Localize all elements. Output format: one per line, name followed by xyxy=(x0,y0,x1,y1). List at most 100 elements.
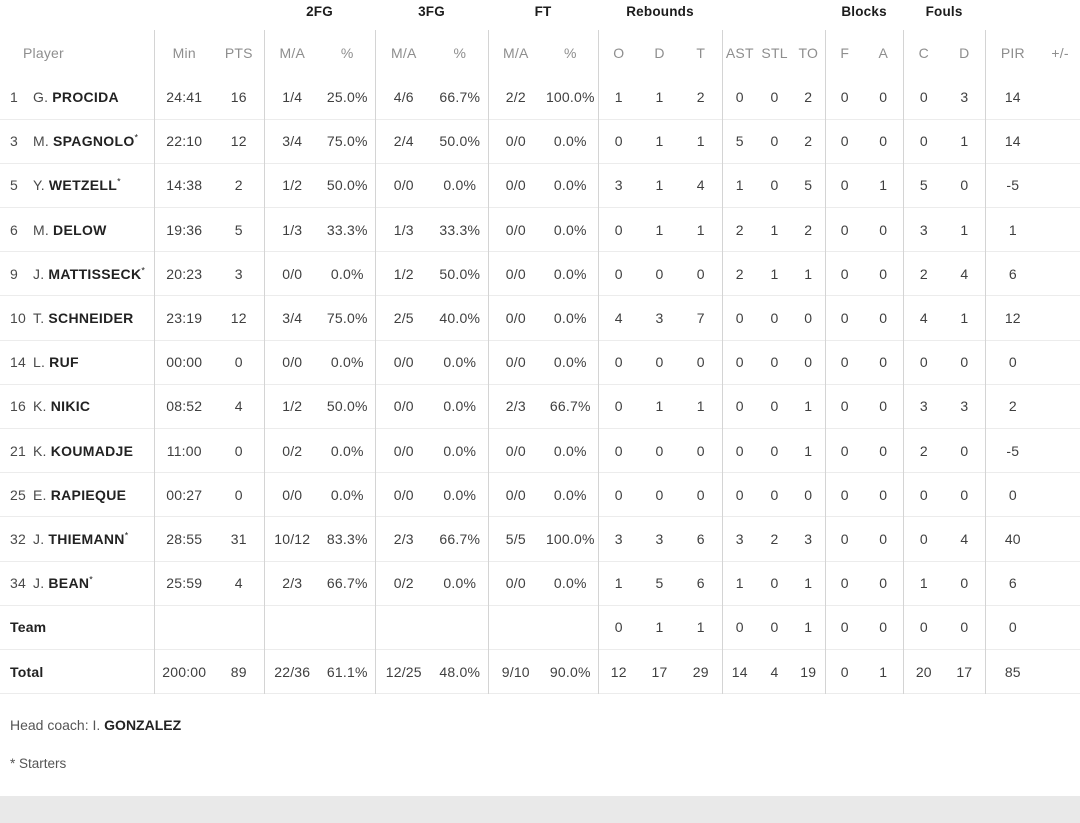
stat-cell: 0/0 xyxy=(393,177,414,194)
stat-cell: 19 xyxy=(792,649,826,694)
col-header-stl-13: STL xyxy=(761,44,788,61)
player-name[interactable]: BEAN xyxy=(48,575,90,592)
stat-cell: 14 xyxy=(1004,133,1021,150)
player-initial: J. xyxy=(33,530,45,547)
player-initial: E. xyxy=(33,486,47,503)
stat-cell: 0 xyxy=(919,619,928,636)
stat-cell: 5 xyxy=(919,177,928,194)
player-row: 21 K. KOUMADJE 11:00 0 0/2 0.0% 0/0 0.0% 0/0 0.0%… xyxy=(0,428,1080,473)
stat-cell: 5 xyxy=(214,207,265,252)
stat-cell xyxy=(1040,561,1080,605)
player-name[interactable]: RAPIEQUE xyxy=(50,486,127,503)
stat-cell: 1 xyxy=(944,207,986,252)
player-name[interactable]: RUF xyxy=(49,354,79,371)
stat-cell: 0 xyxy=(614,398,623,415)
stat-cell: 23:19 xyxy=(166,310,203,327)
stat-cell: 12 xyxy=(214,119,265,164)
stat-cell: 0.0% xyxy=(543,340,599,385)
stat-cell: 66.7% xyxy=(432,516,489,562)
stat-cell: 6 xyxy=(1008,575,1017,592)
stat-cell: 50.0% xyxy=(320,384,376,429)
jersey-number: 16 xyxy=(10,398,26,415)
stat-cell: 2 xyxy=(1008,398,1017,415)
stat-cell: 48.0% xyxy=(432,649,489,694)
total-row: Total 200:00 89 22/36 61.1% 12/25 48.0% 9/10 90.… xyxy=(0,649,1080,694)
stat-cell: 1 xyxy=(655,177,664,194)
stat-cell: 1 xyxy=(655,221,664,238)
col-header-player-0: Player xyxy=(0,30,155,75)
stat-cell: 22:10 xyxy=(166,133,203,150)
stat-cell xyxy=(1040,605,1080,649)
stat-cell: 1 xyxy=(792,384,826,429)
stat-cell: 5 xyxy=(655,575,664,592)
stat-cell: 0 xyxy=(614,265,623,282)
stat-cell: 1/4 xyxy=(282,88,303,105)
stat-cell: 0 xyxy=(944,472,986,517)
player-cell: 21 K. KOUMADJE xyxy=(0,428,155,473)
stat-cell: 0.0% xyxy=(320,340,376,385)
stat-cell: 0 xyxy=(680,472,723,517)
stat-cell: 0/2 xyxy=(393,575,414,592)
stat-cell: 1 xyxy=(770,221,779,238)
player-name[interactable]: KOUMADJE xyxy=(50,442,134,459)
stat-cell: 0 xyxy=(614,486,623,503)
stat-cell: 0/0 xyxy=(282,265,303,282)
stat-cell xyxy=(1040,75,1080,119)
stat-cell: 0 xyxy=(770,575,779,592)
stat-cell: 0 xyxy=(614,619,623,636)
stat-cell: 0 xyxy=(614,133,623,150)
group-header-spacer xyxy=(985,0,1080,30)
player-name[interactable]: SCHNEIDER xyxy=(48,310,134,327)
player-name[interactable]: WETZELL xyxy=(48,177,118,194)
stat-cell: 2/3 xyxy=(505,398,526,415)
player-name[interactable]: SPAGNOLO xyxy=(53,133,135,150)
stat-cell: 0 xyxy=(840,88,849,105)
stat-cell: 83.3% xyxy=(320,516,376,562)
stat-cell: 1 xyxy=(614,575,623,592)
col-header-t-11: T xyxy=(680,30,723,75)
group-header-2fg: 2FG xyxy=(306,4,333,19)
player-name[interactable]: THIEMANN xyxy=(48,530,125,547)
stat-cell: 75.0% xyxy=(320,119,376,164)
stat-cell: 0 xyxy=(770,133,779,150)
stat-cell: 0 xyxy=(1008,354,1017,371)
player-name[interactable]: PROCIDA xyxy=(52,88,119,105)
stat-cell: 2 xyxy=(770,530,779,547)
player-row: 34 J. BEAN* 25:59 4 2/3 66.7% 0/2 0.0% 0/0 0.0% 1 5… xyxy=(0,561,1080,606)
stat-cell: 1 xyxy=(792,251,826,296)
stat-cell: 0 xyxy=(770,486,779,503)
stat-cell: 0 xyxy=(770,619,779,636)
col-header-min-1: Min xyxy=(172,44,196,61)
stat-cell xyxy=(1040,119,1080,163)
stat-cell: 1 xyxy=(680,605,723,650)
stat-cell: 0 xyxy=(735,354,744,371)
group-header-spacer xyxy=(722,0,825,30)
stat-cell: 16 xyxy=(214,75,265,120)
stat-cell: 0 xyxy=(840,663,849,680)
stat-cell: 2 xyxy=(919,442,928,459)
jersey-number: 34 xyxy=(10,575,26,592)
player-name[interactable]: DELOW xyxy=(53,221,107,238)
stat-cell: 6 xyxy=(1008,265,1017,282)
stat-cell: 25:59 xyxy=(166,575,203,592)
stat-cell: 3 xyxy=(792,516,826,562)
stat-cell: 0.0% xyxy=(432,561,489,606)
player-name[interactable]: MATTISSECK xyxy=(48,265,142,282)
stat-cell: 0 xyxy=(840,265,849,282)
player-name[interactable]: NIKIC xyxy=(50,398,91,415)
stat-cell: 0 xyxy=(214,340,265,385)
stat-cell: 0/0 xyxy=(505,575,526,592)
stat-cell: 0 xyxy=(944,340,986,385)
player-row: 6 M. DELOW 19:36 5 1/3 33.3% 1/3 33.3% 0/0 0.0% 0 1… xyxy=(0,207,1080,252)
stat-cell xyxy=(1040,208,1080,252)
player-row: 10 T. SCHNEIDER 23:19 12 3/4 75.0% 2/5 40.0% 0/0… xyxy=(0,295,1080,341)
stat-cell: 0 xyxy=(680,428,723,473)
starter-mark: * xyxy=(89,574,93,585)
col-header-a-16: A xyxy=(864,30,904,75)
stat-cell: 0 xyxy=(770,310,779,327)
stat-cell: 0 xyxy=(919,530,928,547)
stat-cell: 3/4 xyxy=(282,133,303,150)
stat-cell: 12 xyxy=(1004,310,1021,327)
player-initial: J. xyxy=(33,575,45,592)
stat-cell: 1 xyxy=(655,619,664,636)
